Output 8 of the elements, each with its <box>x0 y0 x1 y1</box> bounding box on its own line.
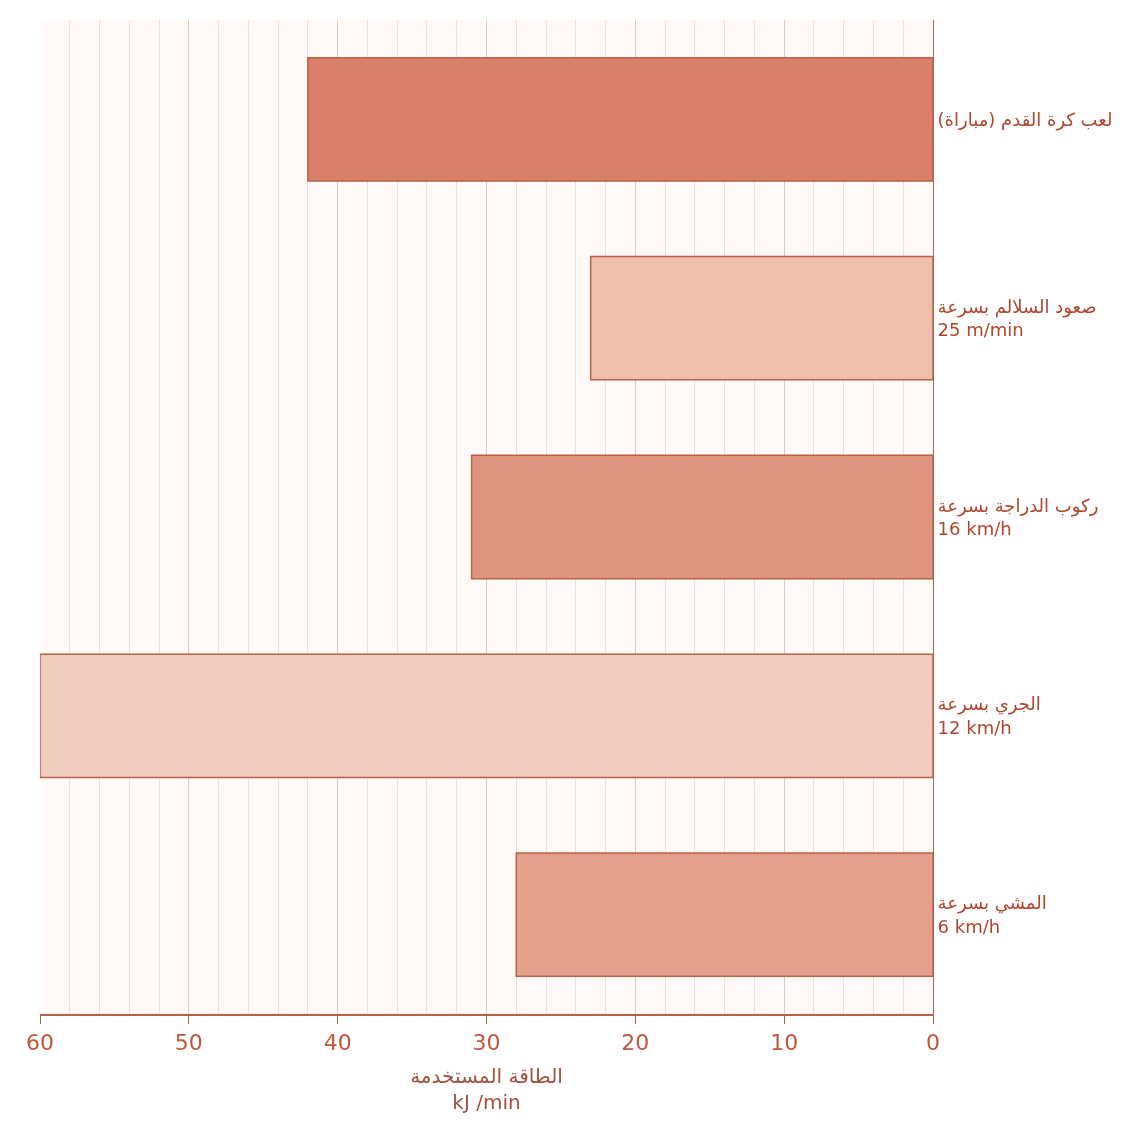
x-tick-label: 40 <box>323 1030 352 1056</box>
x-tick-label: 60 <box>26 1030 54 1056</box>
y-tick-label: لعب كرة القدم (مباراة) <box>937 108 1113 131</box>
x-tick-label: 10 <box>770 1030 799 1056</box>
x-tick-label: 0 <box>926 1030 940 1056</box>
x-tick-label: 20 <box>621 1030 650 1056</box>
x-tick-label: 30 <box>472 1030 501 1056</box>
x-tick-label: 50 <box>174 1030 203 1056</box>
